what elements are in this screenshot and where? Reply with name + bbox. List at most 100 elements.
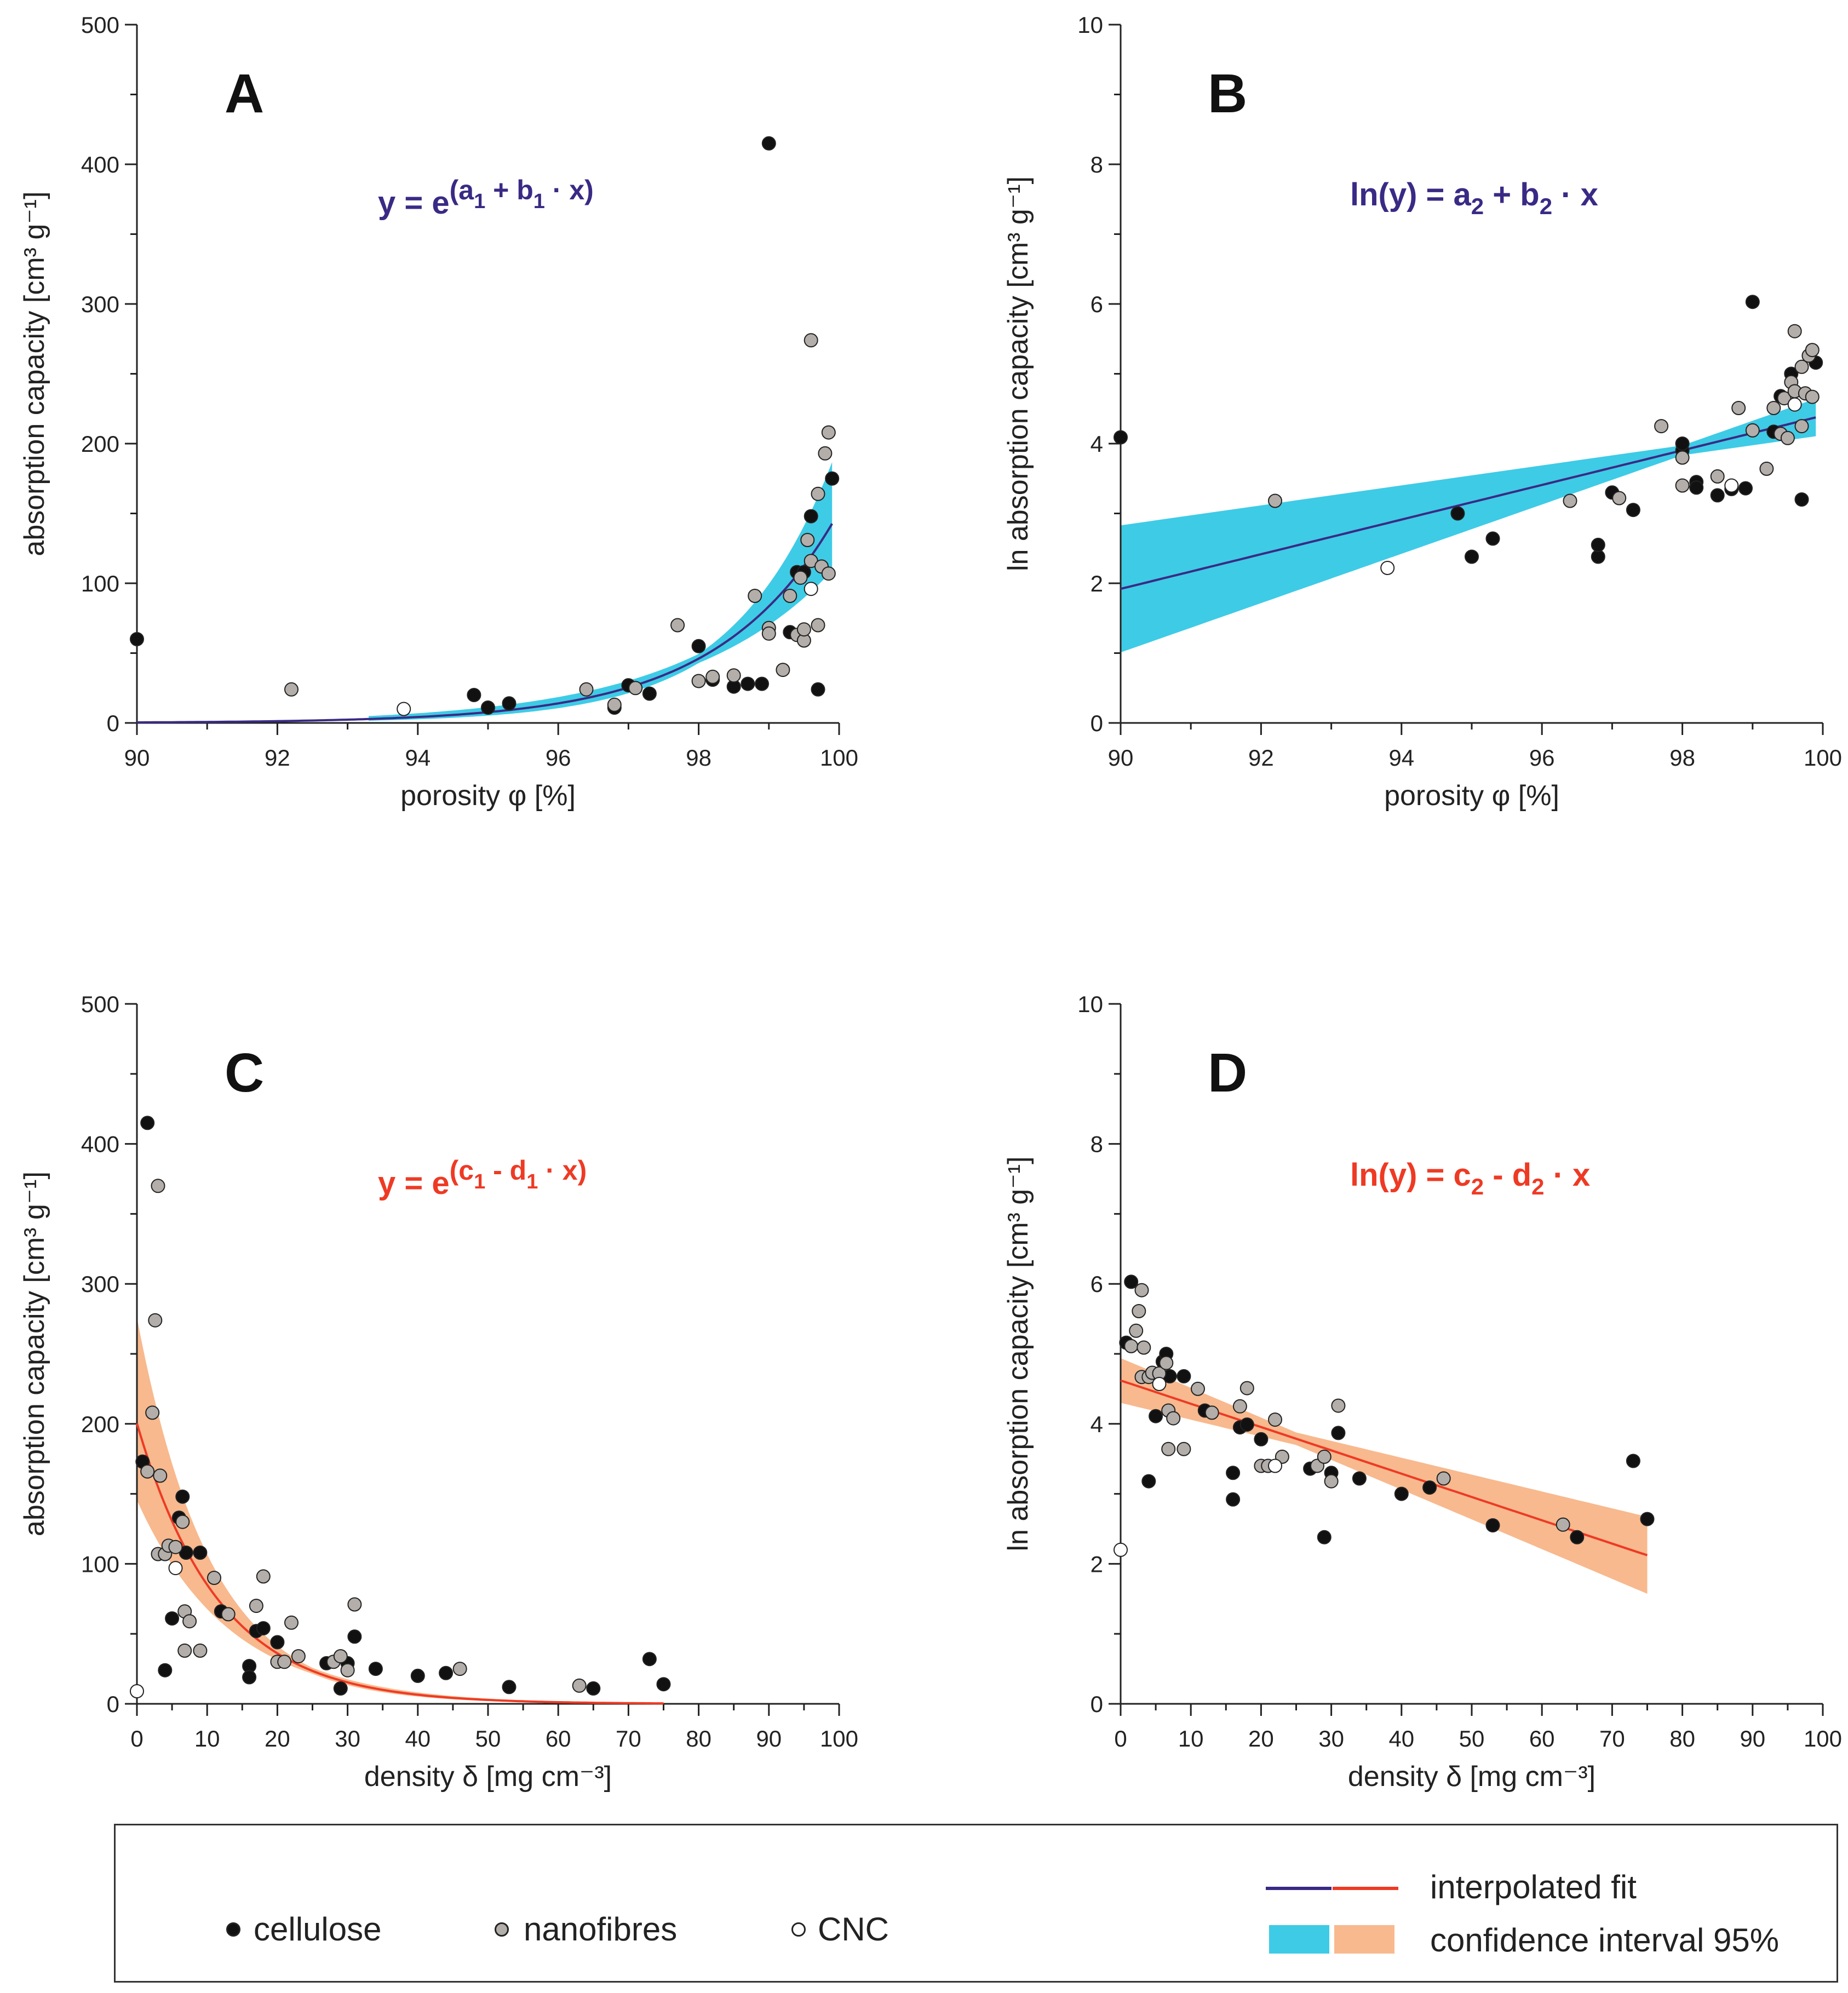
data-point-cellulose-D xyxy=(1331,1426,1346,1440)
data-point-cellulose-A xyxy=(691,639,706,653)
data-point-nanofibres-A xyxy=(670,618,685,633)
data-point-cellulose-C xyxy=(502,1680,516,1695)
data-point-nanofibres-B xyxy=(1731,401,1746,415)
data-point-nanofibres-A xyxy=(748,589,762,603)
legend-fit-line-red xyxy=(1333,1887,1398,1890)
data-point-nanofibres-A xyxy=(818,446,833,461)
data-point-cellulose-C xyxy=(439,1665,454,1680)
x-tick-label-D: 80 xyxy=(1669,1726,1695,1751)
data-point-nanofibres-A xyxy=(776,663,790,677)
data-point-cellulose-B xyxy=(1450,506,1465,521)
data-point-nanofibres-B xyxy=(1777,391,1792,406)
data-point-cellulose-C xyxy=(347,1629,362,1644)
data-point-nanofibres-A xyxy=(579,682,594,697)
x-tick-label-B: 94 xyxy=(1388,745,1414,771)
data-point-nanofibres-D xyxy=(1191,1381,1205,1396)
data-point-nanofibres-D xyxy=(1166,1411,1181,1426)
data-point-cellulose-D xyxy=(1239,1417,1254,1432)
data-point-cellulose-D xyxy=(1124,1274,1139,1289)
data-point-nanofibres-D xyxy=(1268,1412,1282,1427)
data-point-cellulose-D xyxy=(1570,1530,1585,1544)
data-point-nanofibres-B xyxy=(1794,359,1809,374)
x-tick-label-B: 96 xyxy=(1529,745,1555,771)
panel-label-D: D xyxy=(1208,1042,1247,1104)
x-tick-label-A: 96 xyxy=(546,745,571,771)
data-point-cellulose-B xyxy=(1738,481,1753,496)
panel-label-B: B xyxy=(1208,63,1247,124)
y-tick-label-C: 0 xyxy=(107,1691,119,1717)
y-tick-label-B: 2 xyxy=(1091,571,1103,596)
data-point-nanofibres-C xyxy=(249,1599,263,1613)
data-point-cellulose-D xyxy=(1422,1480,1437,1495)
y-tick-label-D: 0 xyxy=(1091,1691,1103,1717)
x-tick-label-C: 100 xyxy=(820,1726,858,1751)
data-point-cellulose-A xyxy=(811,682,825,697)
data-point-nanofibres-C xyxy=(193,1643,208,1658)
data-point-nanofibres-B xyxy=(1654,419,1669,434)
data-point-cellulose-C xyxy=(242,1670,257,1685)
data-point-nanofibres-D xyxy=(1556,1517,1570,1532)
data-point-nanofibres-C xyxy=(284,1615,299,1630)
data-point-cnc-A xyxy=(397,702,411,716)
equation-B: ln(y) = a2 + b2 · x xyxy=(1350,177,1598,219)
legend-marker-nanofibres xyxy=(495,1922,509,1937)
x-tick-label-C: 70 xyxy=(616,1726,641,1751)
data-point-cnc-A xyxy=(804,582,818,596)
y-tick-label-A: 500 xyxy=(81,12,119,38)
data-point-cellulose-B xyxy=(1745,295,1760,309)
data-point-nanofibres-C xyxy=(291,1649,306,1664)
data-point-cellulose-B xyxy=(1485,531,1500,546)
y-tick-label-D: 4 xyxy=(1091,1411,1103,1437)
data-point-nanofibres-B xyxy=(1710,469,1725,484)
x-tick-label-B: 90 xyxy=(1108,745,1134,771)
data-point-nanofibres-C xyxy=(140,1464,155,1479)
x-tick-label-C: 40 xyxy=(405,1726,431,1751)
y-tick-label-D: 6 xyxy=(1091,1271,1103,1297)
data-point-cellulose-D xyxy=(1352,1471,1367,1486)
data-point-nanofibres-D xyxy=(1204,1405,1219,1420)
data-point-cellulose-C xyxy=(165,1611,180,1626)
x-tick-label-D: 30 xyxy=(1318,1726,1344,1751)
data-point-nanofibres-A xyxy=(811,618,825,633)
data-point-cellulose-A xyxy=(502,696,516,711)
data-point-nanofibres-A xyxy=(804,333,818,348)
data-point-nanofibres-B xyxy=(1268,493,1282,508)
y-tick-label-D: 10 xyxy=(1077,991,1103,1017)
data-point-nanofibres-D xyxy=(1134,1283,1149,1297)
data-point-cnc-B xyxy=(1380,561,1395,575)
x-tick-label-C: 20 xyxy=(265,1726,290,1751)
data-point-nanofibres-C xyxy=(207,1571,221,1585)
x-tick-label-A: 100 xyxy=(820,745,858,771)
data-point-nanofibres-C xyxy=(175,1514,190,1529)
data-point-nanofibres-D xyxy=(1324,1474,1339,1489)
data-point-cellulose-C xyxy=(368,1662,383,1676)
data-point-nanofibres-D xyxy=(1129,1323,1144,1338)
data-point-cellulose-A xyxy=(755,676,769,691)
x-tick-label-D: 0 xyxy=(1114,1726,1127,1751)
data-point-cellulose-C xyxy=(256,1621,271,1635)
legend-label-nanofibres: nanofibres xyxy=(524,1911,678,1948)
data-point-nanofibres-B xyxy=(1787,324,1802,338)
y-tick-label-B: 6 xyxy=(1091,291,1103,317)
data-point-cellulose-C xyxy=(333,1681,348,1696)
equation-A: y = e(a1 + b1 · x) xyxy=(378,175,594,221)
data-point-cellulose-B xyxy=(1710,488,1725,503)
data-point-cellulose-D xyxy=(1317,1530,1332,1544)
y-tick-label-A: 300 xyxy=(81,291,119,317)
data-point-cellulose-C xyxy=(410,1668,425,1683)
data-point-nanofibres-C xyxy=(256,1569,271,1584)
confidence-band-D xyxy=(1121,1358,1648,1594)
data-point-cellulose-B xyxy=(1591,537,1605,552)
data-point-nanofibres-C xyxy=(572,1678,587,1693)
data-point-nanofibres-A xyxy=(783,589,797,603)
y-tick-label-C: 500 xyxy=(81,991,119,1017)
data-point-cellulose-C xyxy=(140,1116,155,1130)
data-point-cellulose-A xyxy=(825,471,840,486)
legend-label-fit: interpolated fit xyxy=(1430,1869,1637,1905)
panel-label-C: C xyxy=(225,1042,264,1104)
data-point-nanofibres-B xyxy=(1612,491,1627,506)
x-axis-label-C: density δ [mg cm⁻³] xyxy=(364,1761,612,1793)
data-point-nanofibres-A xyxy=(811,486,825,501)
data-point-nanofibres-D xyxy=(1124,1339,1139,1353)
data-point-cnc-C xyxy=(168,1561,183,1576)
